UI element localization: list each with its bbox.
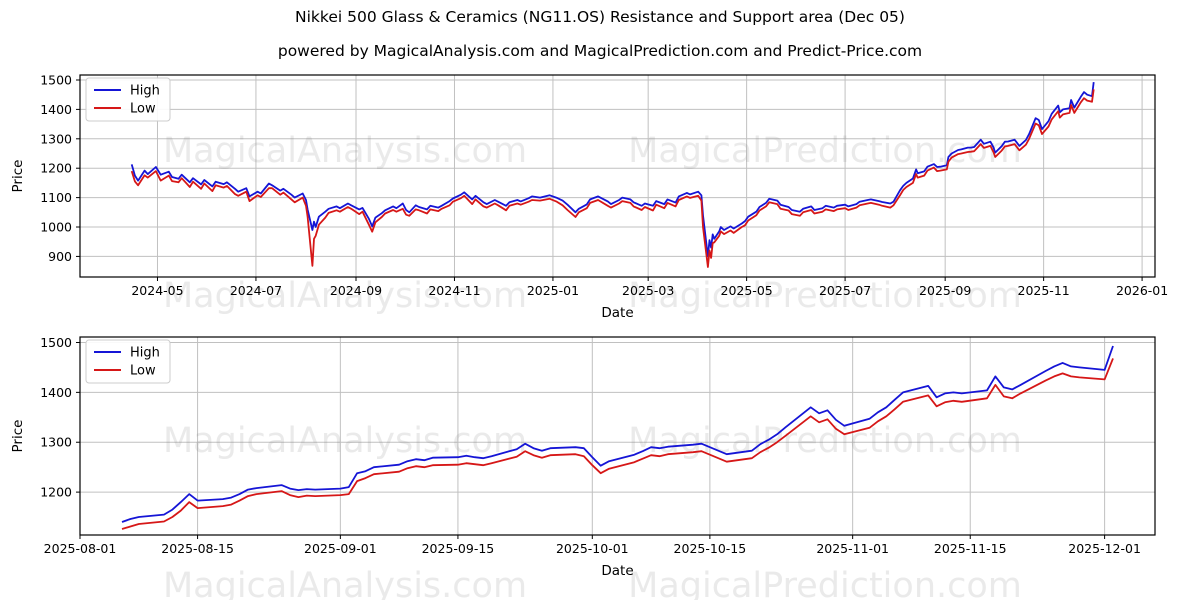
x-tick-label: 2024-07 [230, 283, 282, 298]
x-tick-label: 2025-10-15 [674, 541, 747, 556]
x-tick-label: 2025-03 [622, 283, 674, 298]
x-tick-label: 2025-11 [1018, 283, 1070, 298]
y-tick-label: 1100 [40, 190, 72, 205]
y-tick-label: 1400 [40, 385, 72, 400]
chart-subtitle: powered by MagicalAnalysis.com and Magic… [277, 42, 923, 60]
x-tick-label: 2025-11-01 [816, 541, 889, 556]
legend-box [85, 339, 171, 384]
y-tick-label: 1400 [40, 102, 72, 117]
x-tick-label: 2025-11-15 [934, 541, 1007, 556]
plot-frame [79, 336, 1156, 536]
y-tick-label: 1200 [40, 161, 72, 176]
x-tick-label: 2024-11 [428, 283, 480, 298]
y-tick-label: 1200 [40, 485, 72, 500]
watermark-text: MagicalAnalysis.com [163, 131, 527, 171]
x-tick-label: 2026-01 [1116, 283, 1168, 298]
watermark-text: MagicalAnalysis.com [163, 566, 527, 600]
x-axis-label: Date [601, 305, 633, 321]
x-tick-label: 2025-09-01 [304, 541, 377, 556]
x-tick-label: 2025-12-01 [1068, 541, 1141, 556]
y-axis-label: Price [10, 420, 26, 453]
chart-title: Nikkei 500 Glass & Ceramics (NG11.OS) Re… [295, 8, 905, 26]
y-tick-label: 1000 [40, 220, 72, 235]
x-axis-label: Date [601, 563, 633, 579]
series-line-low [130, 89, 1095, 268]
x-tick-label: 2025-05 [721, 283, 773, 298]
legend-label-low: Low [130, 102, 156, 117]
y-axis-label: Price [10, 160, 26, 193]
watermark-text: MagicalAnalysis.com [163, 421, 527, 461]
x-tick-label: 2024-09 [330, 283, 382, 298]
series-line-low [121, 358, 1114, 530]
x-tick-label: 2025-09-15 [422, 541, 495, 556]
watermark-text: MagicalPrediction.com [628, 421, 1022, 461]
y-tick-label: 900 [48, 249, 72, 264]
legend-label-high: High [130, 346, 160, 361]
legend-label-low: Low [130, 364, 156, 379]
x-tick-label: 2025-08-01 [44, 541, 117, 556]
legend-box [85, 77, 171, 122]
x-tick-label: 2025-01 [527, 283, 579, 298]
watermark-text: MagicalPrediction.com [628, 566, 1022, 600]
x-tick-label: 2025-07 [819, 283, 871, 298]
watermark-text: MagicalAnalysis.com [163, 276, 527, 316]
series-line-high [130, 81, 1095, 258]
watermark-text: MagicalPrediction.com [628, 131, 1022, 171]
x-tick-label: 2024-05 [131, 283, 183, 298]
y-tick-label: 1300 [40, 435, 72, 450]
y-tick-label: 1500 [40, 72, 72, 87]
plot-frame [79, 74, 1156, 278]
legend-label-high: High [130, 84, 160, 99]
series-line-high [121, 345, 1114, 523]
x-tick-label: 2025-10-01 [556, 541, 629, 556]
x-tick-label: 2025-09 [919, 283, 971, 298]
y-tick-label: 1300 [40, 131, 72, 146]
x-tick-label: 2025-08-15 [161, 541, 234, 556]
watermark-text: MagicalPrediction.com [628, 276, 1022, 316]
y-tick-label: 1500 [40, 335, 72, 350]
